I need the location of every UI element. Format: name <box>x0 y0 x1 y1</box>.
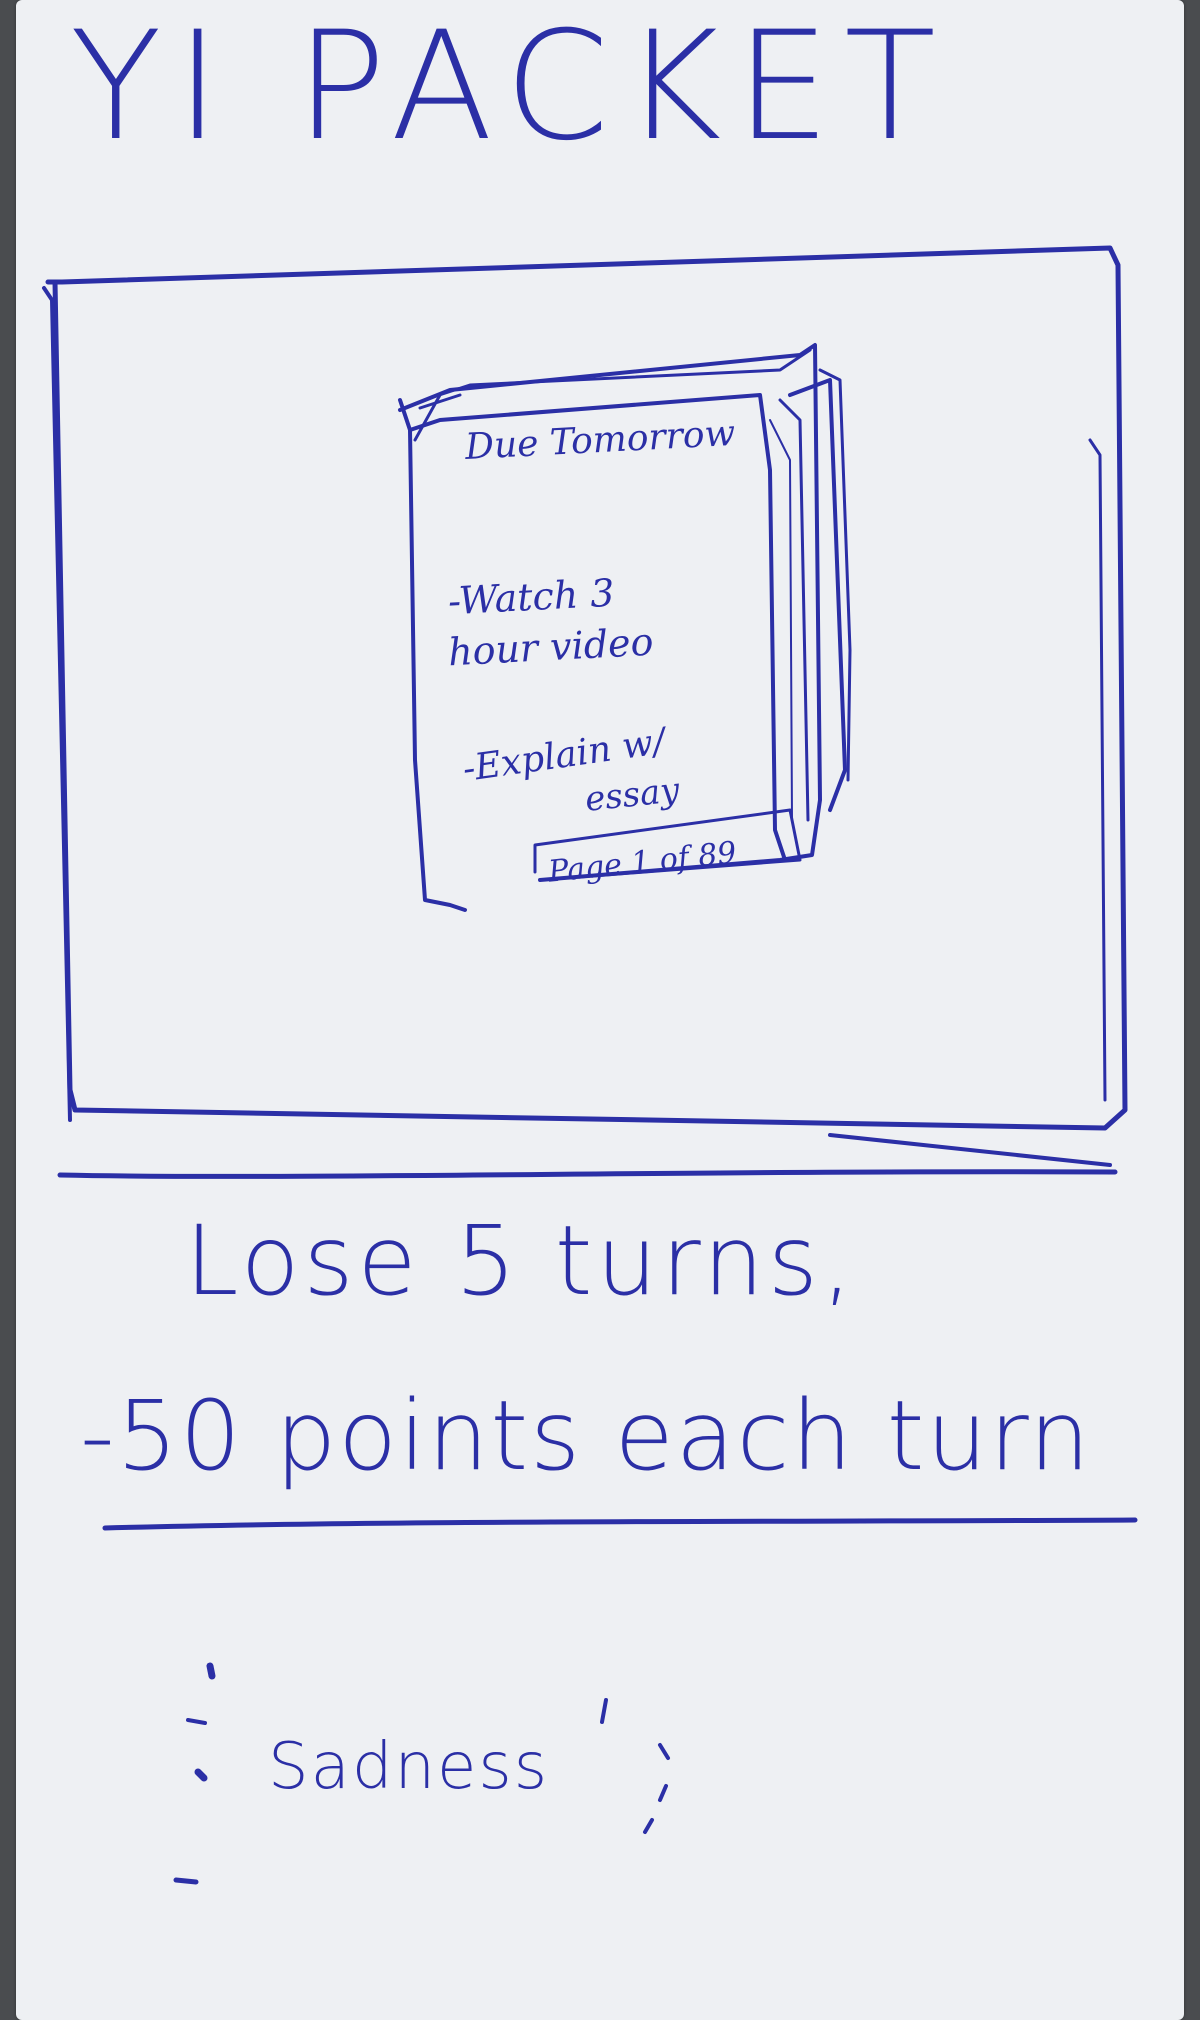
effect-underline <box>102 1517 1138 1531</box>
task-1-line-1: -Watch 3 <box>446 570 616 624</box>
flavor-text: Sadness <box>268 1730 550 1804</box>
illustration-frame <box>45 245 1128 1131</box>
frame-divider-line <box>57 1169 1118 1179</box>
effect-line-2: -50 points each turn <box>80 1380 1092 1492</box>
tear-marks-right <box>600 1698 670 1834</box>
tear-marks-left <box>173 1662 216 1885</box>
book-sketch <box>398 343 852 912</box>
game-card <box>16 0 1184 2020</box>
card-title: YI PACKET <box>70 0 950 174</box>
effect-line-1: Lose 5 turns, <box>185 1205 857 1317</box>
